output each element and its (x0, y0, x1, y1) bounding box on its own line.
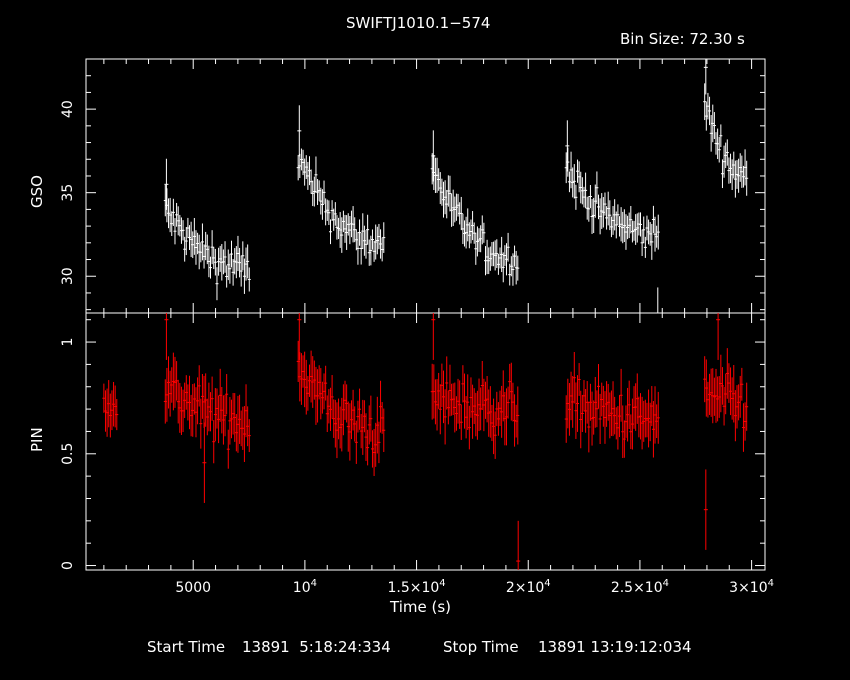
panel-frame-pin (85, 312, 766, 571)
chart-title: SWIFTJ1010.1−574 (346, 14, 491, 32)
x-tick-label: 2×104 (506, 578, 551, 596)
start-time-label: Start Time (147, 638, 226, 656)
pin-axis-label: PIN (28, 427, 46, 452)
x-tick-label: 1.5×104 (387, 578, 445, 596)
stop-time-value: 13891 13:19:12:034 (538, 638, 692, 656)
y-tick-label: 1 (60, 338, 76, 347)
x-axis-label: Time (s) (390, 598, 451, 616)
data-points (102, 59, 749, 570)
y-tick-label: 0.5 (60, 443, 76, 465)
x-tick-label: 5000 (175, 580, 211, 596)
x-tick-label: 2.5×104 (611, 578, 669, 596)
gso-axis-label: GSO (28, 175, 46, 208)
bin-size-label: Bin Size: 72.30 s (620, 30, 745, 48)
y-tick-label: 35 (60, 184, 76, 202)
y-tick-label: 0 (60, 561, 76, 570)
start-time-value: 13891 5:18:24:334 (242, 638, 391, 656)
stop-time-label: Stop Time (443, 638, 519, 656)
y-tick-label: 30 (60, 267, 76, 285)
y-tick-label: 40 (60, 100, 76, 118)
x-tick-label: 3×104 (729, 578, 774, 596)
